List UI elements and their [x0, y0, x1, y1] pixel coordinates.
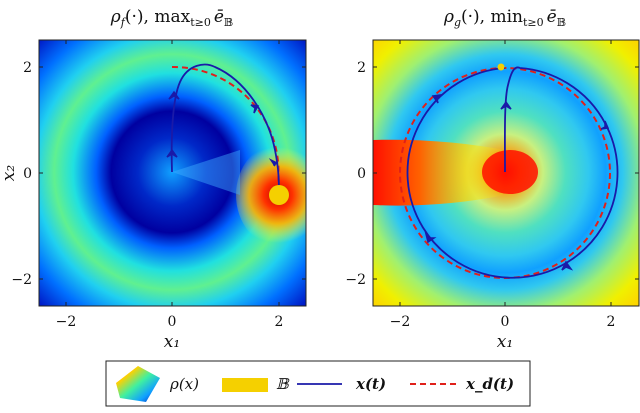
right-ytick-0: 2	[357, 60, 366, 76]
legend-rho-label: ρ(x)	[169, 375, 199, 393]
legend-xd-label: x_d(t)	[465, 375, 514, 393]
left-arrow-4	[268, 158, 279, 167]
left-x-trajectory	[170, 63, 280, 196]
legend: ρ(x) 𝔹 x(t) x_d(t)	[105, 360, 531, 407]
right-ticks	[373, 40, 639, 306]
left-panel: −2 0 2 2 0 −2 ρf(·), maxt≥0 ē𝔹 x₁ x₂	[0, 7, 307, 352]
left-xtick-2: 2	[275, 314, 284, 330]
right-ytick-2: −2	[345, 272, 366, 288]
right-arrow-1	[500, 100, 512, 110]
right-x-trajectory	[406, 66, 619, 279]
left-ylabel: x₂	[0, 165, 19, 182]
right-arrow-5	[561, 260, 574, 271]
legend-x-label: x(t)	[355, 375, 386, 393]
left-xtick-1: 0	[168, 314, 177, 330]
right-arrow-4	[424, 231, 437, 244]
right-arrow-2	[431, 94, 442, 104]
left-ytick-2: −2	[11, 272, 32, 288]
legend-ball-label: 𝔹	[276, 375, 290, 393]
left-arrow-2	[168, 90, 180, 100]
right-panel: −2 0 2 2 0 −2 ρg(·), mint≥0 ē𝔹 x₁	[345, 7, 640, 352]
right-red-band	[373, 139, 505, 206]
left-arrow-1	[166, 148, 178, 158]
right-xtick-0: −2	[390, 314, 411, 330]
left-ticks	[39, 40, 306, 306]
left-ytick-0: 2	[23, 60, 32, 76]
left-ytick-1: 0	[23, 166, 32, 182]
left-xlabel: x₁	[164, 332, 180, 352]
right-xlabel: x₁	[497, 332, 513, 352]
left-arrow-3	[250, 104, 260, 114]
left-xtick-0: −2	[56, 314, 77, 330]
legend-rho-swatch	[116, 366, 160, 402]
right-ball-B	[497, 63, 505, 71]
left-ball-B	[269, 185, 289, 205]
right-title: ρg(·), mint≥0 ē𝔹	[443, 7, 566, 29]
left-wedge	[172, 150, 240, 195]
left-title: ρf(·), maxt≥0 ē𝔹	[110, 7, 233, 29]
legend-ball-swatch	[222, 378, 268, 392]
right-xtick-2: 2	[607, 314, 616, 330]
right-xtick-1: 0	[501, 314, 510, 330]
right-arrow-3	[600, 120, 610, 130]
right-ytick-1: 0	[357, 166, 366, 182]
right-center-hot	[482, 150, 538, 194]
